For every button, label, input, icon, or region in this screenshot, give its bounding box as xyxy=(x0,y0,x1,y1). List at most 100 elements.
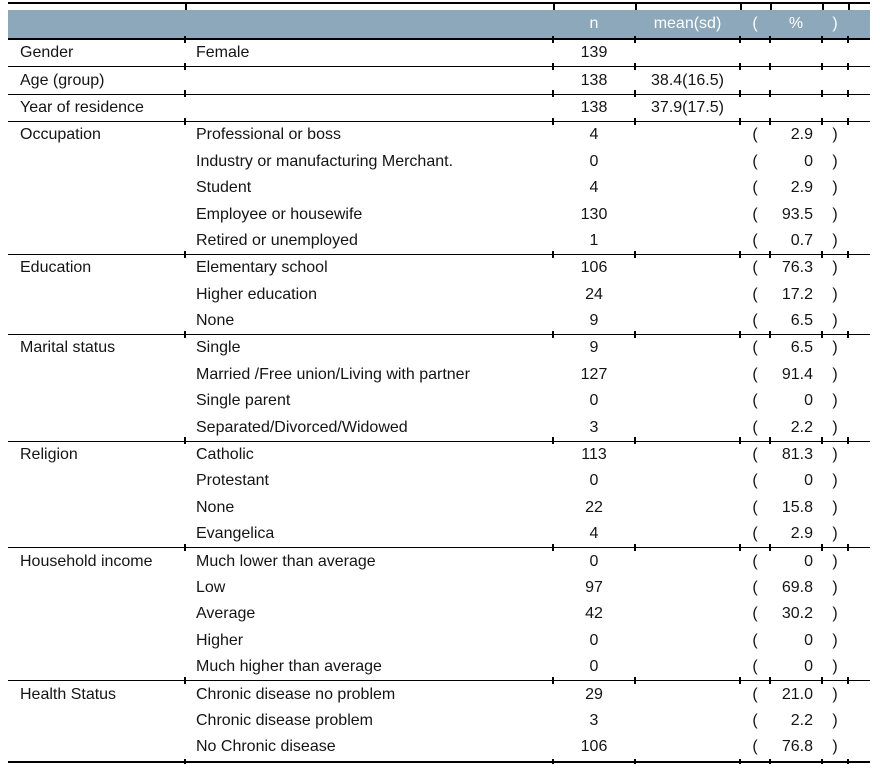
n-cell: 4 xyxy=(589,179,599,197)
column-tick xyxy=(553,4,555,10)
table-row: Education Elementary school 106 (76.3) xyxy=(8,251,870,282)
percent-cell: 17.2 xyxy=(781,285,813,303)
paren-close-cell: ) xyxy=(832,392,838,410)
paren-close-cell: ) xyxy=(821,734,848,764)
label-cell: Chronic disease no problem xyxy=(184,677,553,708)
paren-open-cell: ( xyxy=(752,365,758,383)
paren-close-cell: ) xyxy=(821,251,848,282)
mean-sd-cell xyxy=(635,308,740,335)
n-cell: 42 xyxy=(585,605,603,623)
paren-open-cell: ( xyxy=(752,472,758,490)
label-cell: Single parent xyxy=(196,392,291,410)
paren-open-cell xyxy=(739,63,770,95)
category-cell: Occupation xyxy=(8,121,185,149)
label-cell xyxy=(184,63,553,95)
percent-cell: 0 xyxy=(769,544,822,575)
category-cell xyxy=(8,654,185,681)
mean-sd-cell xyxy=(635,468,740,494)
percent-cell: 76.3 xyxy=(769,251,822,282)
category-cell xyxy=(8,201,185,227)
n-cell: 97 xyxy=(585,579,603,596)
label-cell xyxy=(184,90,553,122)
percent-cell: 2.9 xyxy=(769,118,822,149)
table-row: Separated/Divorced/Widowed 3 (2.2) xyxy=(8,414,870,441)
percent-cell: 0 xyxy=(804,658,813,676)
table-row: Much higher than average 0 (0) xyxy=(8,654,870,681)
category-cell: Religion xyxy=(8,440,185,469)
percent-cell: 0 xyxy=(804,152,813,170)
percent-cell: 81.3 xyxy=(769,437,822,469)
paren-close-cell: ) xyxy=(821,118,848,149)
category-cell xyxy=(8,228,185,255)
paren-open-cell: ( xyxy=(752,605,758,623)
label-cell: Student xyxy=(196,179,252,197)
table-row: Occupation Professional or boss 4 (2.9) xyxy=(8,118,870,149)
n-cell: 0 xyxy=(552,544,635,575)
paren-open-cell: ( xyxy=(752,711,758,729)
label-cell: Female xyxy=(184,35,553,67)
paren-open-cell: ( xyxy=(739,677,770,708)
paren-close-cell xyxy=(821,90,848,122)
mean-sd-cell xyxy=(635,362,740,388)
paren-open-cell: ( xyxy=(752,579,758,596)
paren-close-cell: ) xyxy=(832,231,838,249)
n-cell: 139 xyxy=(552,35,635,67)
header-spacer xyxy=(848,10,870,40)
spacer-cell xyxy=(848,628,870,654)
paren-close-cell: ) xyxy=(821,437,848,469)
table-row: Health Status Chronic disease no problem 2… xyxy=(8,677,870,708)
paren-close-cell: ) xyxy=(832,312,838,330)
paren-open-cell: ( xyxy=(739,331,770,362)
spacer-cell xyxy=(848,175,870,201)
mean-sd-cell xyxy=(635,414,740,441)
category-cell xyxy=(8,521,185,548)
table-row: Marital status Single 9 (6.5) xyxy=(8,331,870,362)
label-cell: Elementary school xyxy=(184,251,553,282)
mean-sd-cell xyxy=(634,734,740,764)
table-row: None 22 (15.8) xyxy=(8,495,870,521)
spacer-cell xyxy=(848,201,870,227)
percent-cell: 2.9 xyxy=(790,179,813,197)
table-row: Gender Female 139 xyxy=(8,35,870,67)
label-cell: Industry or manufacturing Merchant. xyxy=(196,152,454,170)
column-tick xyxy=(185,4,187,10)
table-row: Household income Much lower than average 0… xyxy=(8,544,870,575)
n-cell: 106 xyxy=(552,734,635,764)
paren-close-cell: ) xyxy=(832,418,838,436)
spacer-cell xyxy=(848,575,870,601)
paren-open-cell: ( xyxy=(752,231,758,249)
mean-sd-cell xyxy=(634,331,740,362)
label-cell: Retired or unemployed xyxy=(196,231,358,249)
n-cell: 3 xyxy=(589,711,599,729)
label-cell: Higher xyxy=(196,631,244,649)
spacer-cell xyxy=(848,654,870,681)
spacer-cell xyxy=(847,90,870,122)
percent-cell xyxy=(769,35,822,67)
table-row: Industry or manufacturing Merchant. 0 (0) xyxy=(8,149,870,175)
spacer-cell xyxy=(848,362,870,388)
n-cell: 24 xyxy=(585,285,603,303)
paren-close-cell: ) xyxy=(821,331,848,362)
spacer-cell xyxy=(847,251,870,282)
n-cell: 4 xyxy=(589,525,599,543)
mean-sd-cell xyxy=(635,601,740,627)
spacer-cell xyxy=(848,282,870,308)
paren-close-cell: ) xyxy=(832,152,838,170)
table-row: Retired or unemployed 1 (0.7) xyxy=(8,228,870,255)
table-row: Protestant 0 (0) xyxy=(8,468,870,494)
paren-close-cell: ) xyxy=(832,525,838,543)
n-cell: 106 xyxy=(552,251,635,282)
paren-open-cell: ( xyxy=(752,631,758,649)
category-cell xyxy=(8,149,185,175)
header-n: n xyxy=(553,10,635,40)
percent-cell: 0 xyxy=(804,472,813,490)
table-row: Chronic disease problem 3 (2.2) xyxy=(8,708,870,734)
percent-cell: 0 xyxy=(804,392,813,410)
paren-open-cell: ( xyxy=(752,392,758,410)
mean-sd-cell: 38.4(16.5) xyxy=(634,63,740,95)
category-cell: Marital status xyxy=(8,334,185,362)
paren-open-cell: ( xyxy=(739,734,770,764)
spacer-cell xyxy=(847,734,870,764)
mean-sd-cell xyxy=(635,201,740,227)
spacer-cell xyxy=(847,118,870,149)
